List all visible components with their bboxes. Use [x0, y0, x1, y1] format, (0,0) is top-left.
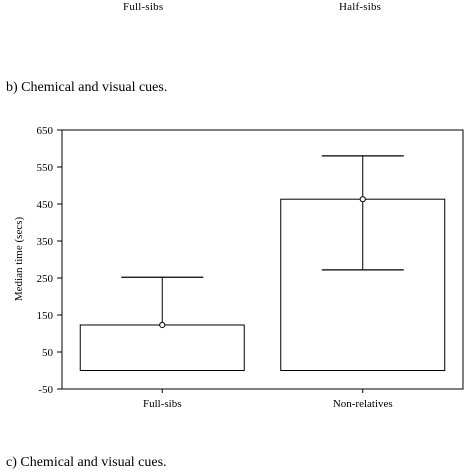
x-tick-label-2: Non-relatives: [333, 398, 393, 410]
y-tick-label: 450: [37, 199, 54, 211]
median-marker-1: [159, 321, 166, 329]
x-tick-label-1: Full-sibs: [143, 398, 182, 410]
plot-frame: [61, 129, 464, 390]
y-tick-label: 250: [37, 273, 54, 285]
panel-b-caption: b) Chemical and visual cues.: [6, 80, 168, 95]
y-tick-label: -50: [38, 384, 53, 396]
y-tick-label: 150: [37, 310, 54, 322]
y-tick-label: 350: [37, 236, 54, 248]
panel-a-category-label-2: Half-sibs: [339, 1, 382, 13]
bar-1: [79, 324, 245, 371]
panel-c-caption: c) Chemical and visual cues.: [6, 455, 167, 470]
y-tick-label: 550: [37, 162, 54, 174]
y-axis: 650 550 450 350 250 150 50 -50: [37, 125, 62, 396]
panel-a-category-label-1: Full-sibs: [123, 1, 164, 13]
y-tick-label: 650: [37, 125, 54, 137]
median-marker-2: [359, 196, 366, 203]
y-tick-label: 50: [42, 347, 54, 359]
plot-area: [61, 129, 464, 390]
x-axis: Full-sibs Non-relatives: [143, 389, 393, 410]
y-axis-title: Median time (secs): [13, 217, 25, 302]
